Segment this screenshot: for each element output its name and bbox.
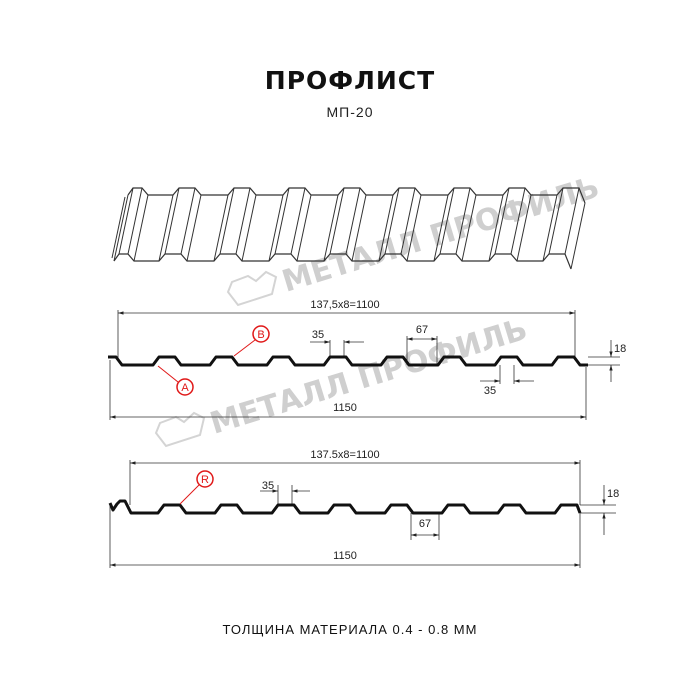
sheet-fold-line [268,194,284,262]
sheet-fold-line [345,187,361,255]
sheet-fold-line [118,187,134,255]
sheet-bottom-edge [113,253,572,270]
sheet-top-edge [127,187,586,204]
marker-r-label: R [201,474,209,486]
sheet-fold-line [274,187,290,255]
sheet-fold-line [564,187,580,255]
watermark-1: МЕТАЛЛ ПРОФИЛЬ [226,170,603,307]
sheet-fold-line [433,194,449,262]
watermark-2: МЕТАЛЛ ПРОФИЛЬ [154,312,531,448]
sheet-fold-line [180,187,196,255]
marker-a-leader [157,365,179,383]
sheet-3d-view [111,187,586,270]
sheet-fold-line [219,187,235,255]
s1-trough-width-label: 67 [416,324,428,336]
sheet-fold-line [384,187,400,255]
sheet-fold-line [133,194,149,262]
watermark-logo-icon [226,270,278,307]
sheet-fold-line [455,187,471,255]
sheet-fold-line [213,194,229,262]
s2-trough-width-label: 67 [419,518,431,530]
profiles [108,355,588,515]
sheet-edge-line [111,196,126,259]
sheet-fold-line [378,194,394,262]
sheet-fold-line [329,187,345,255]
sheet-fold-line [542,194,558,262]
sheet-fold-line [290,187,306,255]
s2-width-label: 1150 [333,550,357,562]
marker-a-label: A [181,382,189,394]
sheet-fold-line [113,194,129,262]
sheet-fold-line [488,194,504,262]
sheet-fold-line [351,194,367,262]
watermark-text: МЕТАЛЛ ПРОФИЛЬ [278,170,603,300]
sheet-fold-line [158,194,174,262]
s2-crest-width-label: 35 [262,480,274,492]
sheet-fold-line [510,187,526,255]
profile-2-section [108,499,582,515]
sheet-fold-line [323,194,339,262]
sheet-fold-line [127,187,143,255]
s1-pitch-label: 137,5x8=1100 [310,299,379,311]
sheet-fold-line [461,194,477,262]
marker-b-label: B [257,329,264,341]
sheet-fold-line [186,194,202,262]
page-subtitle: МП-20 [327,104,374,120]
sheet-fold-line [400,187,416,255]
sheet-fold-line [494,187,510,255]
page-title: ПРОФЛИСТ [265,66,435,95]
sheet-fold-line [164,187,180,255]
marker-r-leader [179,484,200,505]
dimension-lines [109,310,620,568]
sheet-fold-line [548,187,564,255]
s2-height-label: 18 [607,488,619,500]
sheet-fold-line [235,187,251,255]
sheet-fold-line [241,194,257,262]
s1-bottom-width-label: 35 [484,385,496,397]
s2-pitch-label: 137.5x8=1100 [310,449,379,461]
marker-b-leader [233,339,256,357]
sheet-fold-line [406,194,422,262]
watermark-logo-icon [154,411,206,448]
s1-crest-width-label: 35 [312,329,324,341]
marker-a-circle [176,378,194,396]
material-thickness: ТОЛЩИНА МАТЕРИАЛА 0.4 - 0.8 ММ [223,622,478,637]
marker-r-circle [196,470,214,488]
s1-width-label: 1150 [333,402,357,414]
profile-1-section [108,355,588,367]
marker-b-circle [252,325,270,343]
sheet-fold-line [516,194,532,262]
sheet-fold-line [296,194,312,262]
s1-height-label: 18 [614,343,626,355]
sheet-fold-line [570,202,586,270]
sheet-fold-line [439,187,455,255]
